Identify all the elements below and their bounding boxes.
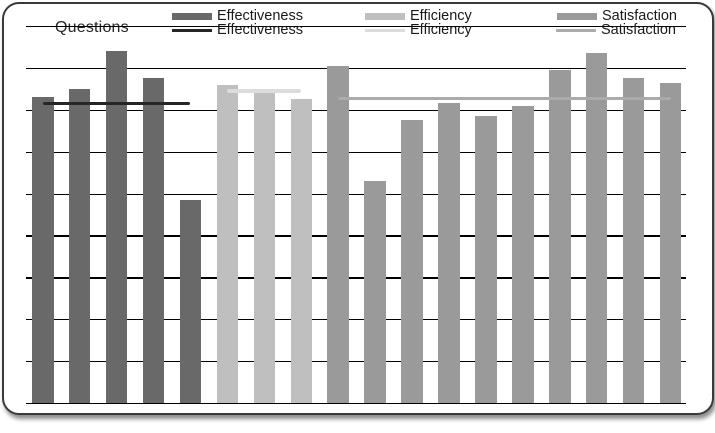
legend-entry-effectiveness-line: Effectiveness: [172, 23, 303, 38]
bar-satisfaction: [401, 120, 423, 403]
bar-efficiency: [290, 99, 312, 403]
legend-entry-efficiency-bars: Efficiency: [365, 9, 472, 24]
bar-satisfaction: [364, 180, 386, 403]
legend-entry-efficiency-line: Efficiency: [365, 23, 472, 38]
gridline: [26, 67, 686, 70]
gridline: [26, 277, 686, 279]
effectiveness-bar-swatch-icon: [172, 12, 212, 21]
legend-entry-satisfaction-bars: Satisfaction: [557, 9, 677, 24]
gridline: [26, 193, 686, 195]
legend-label: Effectiveness: [217, 8, 303, 24]
legend-label: Efficiency: [410, 22, 472, 38]
bar-satisfaction: [659, 82, 682, 403]
legend-label: Satisfaction: [601, 22, 676, 38]
satisfaction-line-swatch-icon: [556, 29, 596, 32]
gridline: [26, 235, 686, 237]
gridline: [26, 319, 686, 321]
bar-satisfaction: [438, 103, 460, 403]
bar-effectiveness: [142, 78, 165, 403]
bar-effectiveness: [105, 51, 128, 403]
legend-label: Efficiency: [410, 8, 472, 24]
gridline: [26, 361, 686, 363]
effectiveness-line-swatch-icon: [172, 29, 212, 32]
bar-effectiveness: [32, 97, 54, 403]
legend-entry-satisfaction-line: Satisfaction: [556, 23, 676, 38]
mean-line-satisfaction: [338, 96, 671, 101]
gridline: [26, 109, 686, 111]
bar-satisfaction: [622, 78, 645, 403]
bar-satisfaction: [475, 116, 497, 403]
bar-effectiveness: [68, 88, 91, 403]
bar-satisfaction: [327, 65, 349, 403]
legend-label: Effectiveness: [217, 22, 303, 38]
mean-line-efficiency: [227, 89, 302, 93]
bar-efficiency: [253, 93, 276, 403]
legend-entry-effectiveness-bars: Effectiveness: [172, 9, 303, 24]
mean-line-effectiveness: [42, 101, 191, 106]
bar-efficiency: [216, 84, 239, 403]
bar-satisfaction: [549, 69, 571, 403]
efficiency-bar-swatch-icon: [365, 12, 405, 21]
x-axis-title: Questions: [55, 19, 129, 36]
gridline: [26, 26, 686, 28]
bar-satisfaction: [585, 53, 608, 403]
bar-satisfaction: [512, 105, 534, 403]
efficiency-line-swatch-icon: [365, 29, 405, 32]
legend-label: Satisfaction: [602, 8, 677, 24]
bar-effectiveness: [179, 199, 202, 403]
gridline: [26, 403, 686, 405]
satisfaction-bar-swatch-icon: [557, 12, 597, 21]
gridline: [26, 151, 686, 153]
